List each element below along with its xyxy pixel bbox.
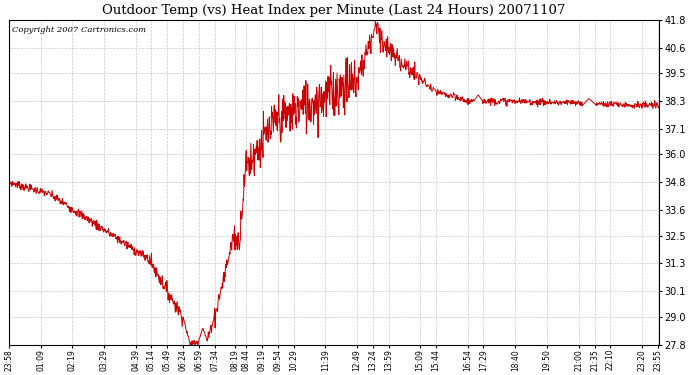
- Title: Outdoor Temp (vs) Heat Index per Minute (Last 24 Hours) 20071107: Outdoor Temp (vs) Heat Index per Minute …: [102, 4, 565, 17]
- Text: Copyright 2007 Cartronics.com: Copyright 2007 Cartronics.com: [12, 26, 146, 34]
